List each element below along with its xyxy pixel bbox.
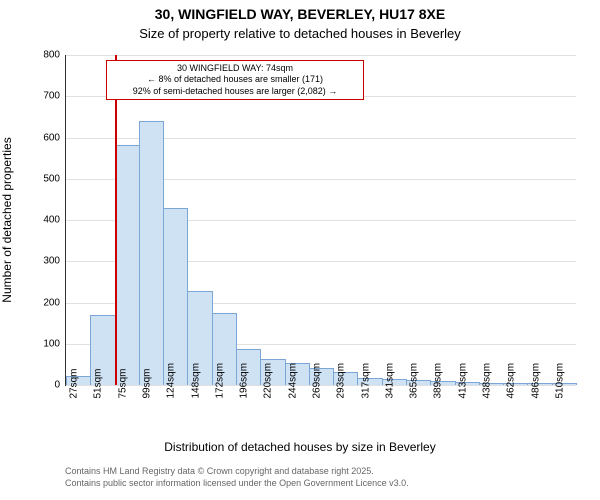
annotation-line: 30 WINGFIELD WAY: 74sqm	[109, 63, 361, 74]
footer-line-2: Contains public sector information licen…	[65, 478, 409, 488]
annotation-line: 92% of semi-detached houses are larger (…	[109, 86, 361, 97]
plot-area	[65, 55, 576, 386]
ytick-label: 500	[30, 173, 60, 184]
chart-title: 30, WINGFIELD WAY, BEVERLEY, HU17 8XE	[0, 6, 600, 22]
marker-line	[115, 55, 117, 385]
ytick-label: 800	[30, 50, 60, 61]
chart-subtitle: Size of property relative to detached ho…	[0, 26, 600, 41]
bar	[163, 208, 188, 385]
annotation-box: 30 WINGFIELD WAY: 74sqm← 8% of detached …	[106, 60, 364, 100]
ytick-label: 100	[30, 338, 60, 349]
ytick-label: 200	[30, 297, 60, 308]
ytick-label: 600	[30, 132, 60, 143]
chart-container: 30, WINGFIELD WAY, BEVERLEY, HU17 8XE Si…	[0, 0, 600, 500]
y-axis-label: Number of detached properties	[0, 137, 14, 302]
footer-line-1: Contains HM Land Registry data © Crown c…	[65, 466, 374, 476]
ytick-label: 700	[30, 91, 60, 102]
annotation-line: ← 8% of detached houses are smaller (171…	[109, 74, 361, 85]
ytick-label: 400	[30, 215, 60, 226]
ytick-label: 0	[30, 380, 60, 391]
x-axis-label: Distribution of detached houses by size …	[0, 440, 600, 454]
gridline	[66, 55, 576, 56]
bar	[115, 145, 140, 385]
ytick-label: 300	[30, 256, 60, 267]
bar	[139, 121, 164, 385]
